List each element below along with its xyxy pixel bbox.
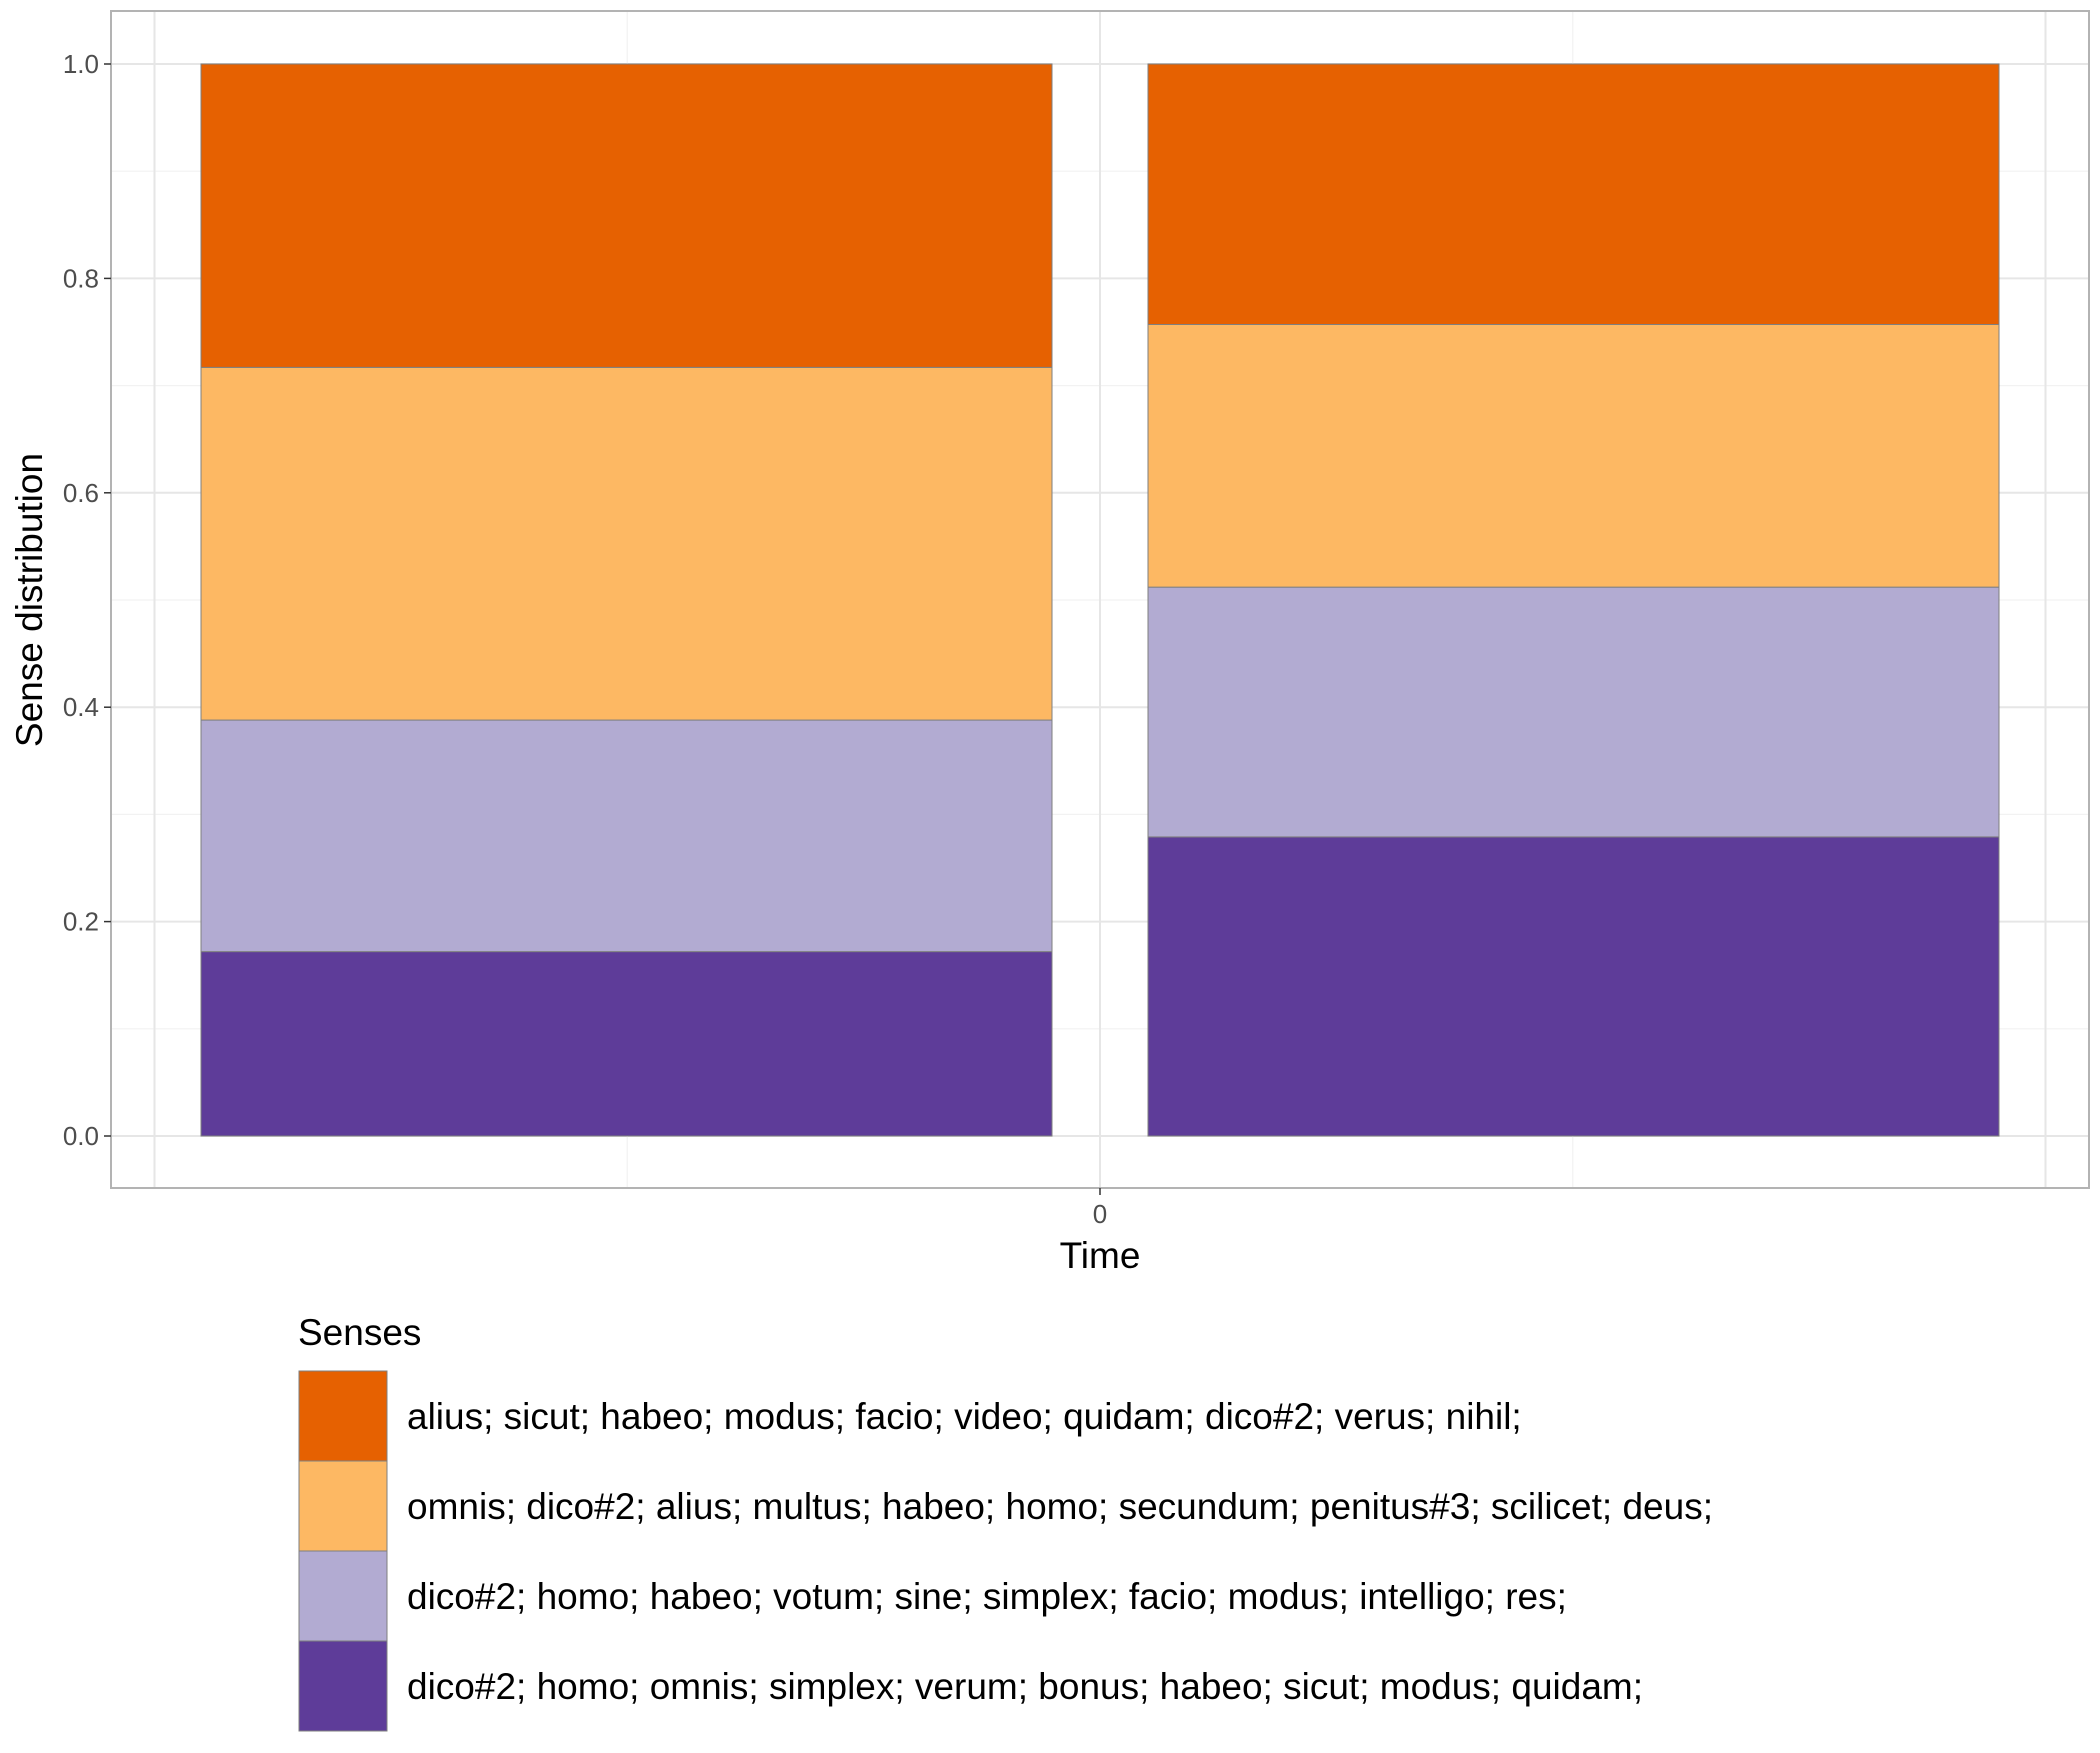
y-axis-title: Sense distribution bbox=[9, 453, 50, 747]
y-tick-label: 0.8 bbox=[63, 263, 99, 293]
y-tick-label: 0.4 bbox=[63, 692, 99, 722]
bar-segment-2-series-4 bbox=[1147, 63, 2000, 325]
bar-segment-1-series-4 bbox=[200, 63, 1053, 368]
legend-title: Senses bbox=[298, 1312, 421, 1353]
legend-label-3: dico#2; homo; habeo; votum; sine; simple… bbox=[407, 1576, 1567, 1617]
axes: 0.0 0.2 0.4 0.6 0.8 1.0 0 bbox=[63, 49, 1107, 1229]
y-tick-label: 0.2 bbox=[63, 907, 99, 937]
legend-key-3 bbox=[298, 1550, 388, 1642]
bar-segment-2-series-2 bbox=[1147, 586, 2000, 838]
y-tick-label: 0.6 bbox=[63, 478, 99, 508]
legend-key-4 bbox=[298, 1640, 388, 1732]
legend-label-1: alius; sicut; habeo; modus; facio; video… bbox=[407, 1396, 1522, 1437]
legend-key-1 bbox=[298, 1370, 388, 1462]
legend: Senses alius; sicut; habeo; modus; facio… bbox=[298, 1312, 1713, 1732]
y-tick-label: 1.0 bbox=[63, 49, 99, 79]
legend-key-2 bbox=[298, 1460, 388, 1552]
bar-segment-2-series-3 bbox=[1147, 323, 2000, 588]
bar-segment-1-series-2 bbox=[200, 719, 1053, 953]
x-tick-label: 0 bbox=[1093, 1199, 1107, 1229]
y-tick-label: 0.0 bbox=[63, 1121, 99, 1151]
x-axis-title: Time bbox=[1060, 1235, 1141, 1276]
bars bbox=[200, 63, 2000, 1137]
bar-segment-2-series-1 bbox=[1147, 836, 2000, 1137]
bar-segment-1-series-1 bbox=[200, 951, 1053, 1137]
legend-label-2: omnis; dico#2; alius; multus; habeo; hom… bbox=[407, 1486, 1713, 1527]
bar-segment-1-series-3 bbox=[200, 366, 1053, 721]
legend-label-4: dico#2; homo; omnis; simplex; verum; bon… bbox=[407, 1666, 1643, 1707]
